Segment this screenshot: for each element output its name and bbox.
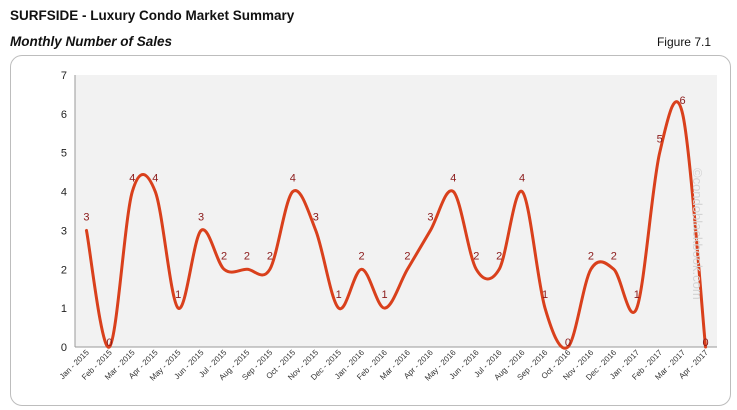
- data-label: 4: [290, 173, 296, 185]
- data-label: 4: [129, 173, 135, 185]
- data-label: 0: [565, 337, 571, 349]
- data-label: 2: [611, 250, 617, 262]
- data-label: 1: [542, 289, 548, 301]
- data-label: 1: [381, 289, 387, 301]
- data-label: 1: [336, 289, 342, 301]
- data-label: 1: [175, 289, 181, 301]
- page-title: SURFSIDE - Luxury Condo Market Summary: [10, 8, 295, 23]
- data-label: 5: [657, 134, 663, 146]
- y-tick-label: 1: [61, 303, 67, 315]
- plot-area: [75, 75, 717, 347]
- data-label: 3: [313, 211, 319, 223]
- y-tick-label: 4: [61, 187, 67, 199]
- y-tick-label: 6: [61, 109, 67, 121]
- data-label: 0: [106, 337, 112, 349]
- y-tick-label: 2: [61, 264, 67, 276]
- y-tick-labels: 0 1 2 3 4 5 6 7: [61, 70, 67, 354]
- data-label: 2: [244, 250, 250, 262]
- data-label: 2: [359, 250, 365, 262]
- data-labels: 3 0 4 4 1 3 2 2 2 4 3 1 2 1 2 3 4 2 2 4 1 0 2 2 1 5 6 0: [83, 95, 708, 349]
- data-label: 2: [404, 250, 410, 262]
- y-tick-label: 7: [61, 70, 67, 82]
- data-label: 2: [473, 250, 479, 262]
- figure-label: Figure 7.1: [656, 35, 711, 49]
- y-tick-label: 3: [61, 225, 67, 237]
- data-label: 2: [267, 250, 273, 262]
- data-label: 4: [519, 173, 525, 185]
- data-label: 1: [634, 289, 640, 301]
- watermark: ©condoblackbook.com: [690, 168, 705, 300]
- series-line: [84, 100, 708, 350]
- y-tick-label: 0: [61, 342, 67, 354]
- data-label: 3: [427, 211, 433, 223]
- data-label: 6: [680, 95, 686, 107]
- data-label: 2: [496, 250, 502, 262]
- data-label: 2: [221, 250, 227, 262]
- data-label: 0: [702, 337, 708, 349]
- chart-frame: 0 1 2 3 4 5 6 7 Jan - 2015 Feb - 2015 Mar - 2015 A…: [10, 55, 731, 406]
- data-label: 4: [450, 173, 456, 185]
- chart-subtitle: Monthly Number of Sales: [10, 34, 173, 49]
- y-tick-label: 5: [61, 148, 67, 160]
- data-label: 2: [588, 250, 594, 262]
- data-label: 3: [83, 211, 89, 223]
- data-label: 4: [152, 173, 158, 185]
- data-label: 3: [198, 211, 204, 223]
